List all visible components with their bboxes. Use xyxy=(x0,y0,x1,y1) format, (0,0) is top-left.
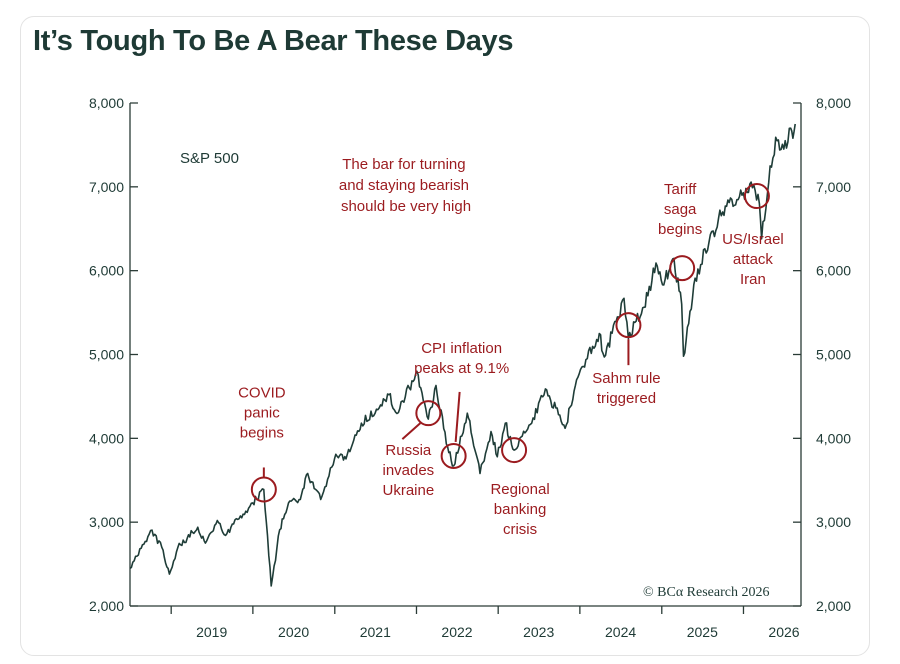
x-tick-label: 2022 xyxy=(441,624,472,640)
annotation-label-line: crisis xyxy=(503,521,537,538)
annotation-leader xyxy=(401,422,422,440)
annotation-label: Tariff saga begins xyxy=(658,181,702,238)
note-line-1: The bar for turning xyxy=(342,156,465,173)
annotation-circle xyxy=(440,442,467,469)
x-tick-label: 2026 xyxy=(768,624,799,640)
y-tick-label-left: 8,000 xyxy=(89,95,124,111)
x-tick-label: 2025 xyxy=(687,624,718,640)
y-tick-label-left: 5,000 xyxy=(89,347,124,363)
annotation-circle xyxy=(669,255,696,282)
y-tick-label-right: 8,000 xyxy=(816,95,851,111)
credit-text: © BCα Research 2026 xyxy=(643,585,769,600)
y-tick-label-left: 3,000 xyxy=(89,514,124,530)
x-tick-label: 2021 xyxy=(360,624,391,640)
annotation-label-line: Tariff xyxy=(664,181,697,198)
annotation-circle xyxy=(743,183,770,210)
annotation-label-line: peaks at 9.1% xyxy=(414,360,509,377)
annotation-label-line: begins xyxy=(240,424,284,441)
x-tick-label: 2019 xyxy=(196,624,227,640)
annotation-label-line: Sahm rule xyxy=(592,370,660,387)
y-tick-label-left: 7,000 xyxy=(89,179,124,195)
annotation-label-line: triggered xyxy=(597,390,656,407)
series-label: S&P 500 xyxy=(180,150,239,167)
annotation-label-line: Regional xyxy=(490,481,549,498)
annotation-label-line: Russia xyxy=(385,442,432,459)
annotation-leader xyxy=(454,391,461,443)
y-tick-label-left: 6,000 xyxy=(89,263,124,279)
y-tick-label-left: 4,000 xyxy=(89,430,124,446)
chart-note: The bar for turning and staying bearish … xyxy=(339,156,473,215)
note-line-3: should be very high xyxy=(341,198,471,215)
y-tick-label-right: 7,000 xyxy=(816,179,851,195)
annotation-label: US/Israel attack Iran xyxy=(722,231,784,288)
annotation-circle xyxy=(501,437,528,464)
annotation-label-line: Iran xyxy=(740,271,766,288)
annotation-label-line: US/Israel xyxy=(722,231,784,248)
note-line-2: and staying bearish xyxy=(339,177,469,194)
annotation-label: Sahm rule triggered xyxy=(592,370,660,407)
x-tick-label: 2023 xyxy=(523,624,554,640)
y-tick-label-right: 6,000 xyxy=(816,263,851,279)
annotation-circles xyxy=(250,183,770,503)
y-tick-label-right: 2,000 xyxy=(816,598,851,614)
annotation-label-line: CPI inflation xyxy=(421,340,502,357)
annotation-label: COVID panic begins xyxy=(238,384,286,441)
annotation-label: CPI inflation peaks at 9.1% xyxy=(414,340,509,377)
annotation-label: Regional banking crisis xyxy=(490,481,549,538)
y-tick-label-right: 5,000 xyxy=(816,347,851,363)
axes: 2,000 2,000 3,000 3,000 4,000 4,000 5,000 5,000… xyxy=(89,95,851,640)
y-tick-label-right: 3,000 xyxy=(816,514,851,530)
x-tick-label: 2024 xyxy=(605,624,636,640)
chart-title: It’s Tough To Be A Bear These Days xyxy=(33,25,514,57)
annotation-label-line: attack xyxy=(733,251,774,268)
x-tick-label: 2020 xyxy=(278,624,309,640)
y-tick-label-right: 4,000 xyxy=(816,430,851,446)
annotation-label-line: invades xyxy=(382,462,434,479)
annotation-label: Russia invades Ukraine xyxy=(382,442,434,499)
annotation-circle xyxy=(615,312,642,339)
y-tick-label-left: 2,000 xyxy=(89,598,124,614)
annotation-label-line: Ukraine xyxy=(383,482,435,499)
annotation-labels: COVID panic begins Russia invades Ukraine CPI … xyxy=(238,181,784,538)
annotation-label-line: COVID xyxy=(238,384,286,401)
annotation-label-line: saga xyxy=(664,201,697,218)
annotation-label-line: begins xyxy=(658,221,702,238)
annotation-label-line: banking xyxy=(494,501,547,518)
chart-card: It’s Tough To Be A Bear These Days 2,000… xyxy=(20,16,870,656)
series-line-sp500 xyxy=(129,123,796,587)
annotation-circle xyxy=(415,400,442,427)
sp500-chart: 2,000 2,000 3,000 3,000 4,000 4,000 5,000 5,000… xyxy=(89,95,851,640)
annotation-label-line: panic xyxy=(244,404,280,421)
